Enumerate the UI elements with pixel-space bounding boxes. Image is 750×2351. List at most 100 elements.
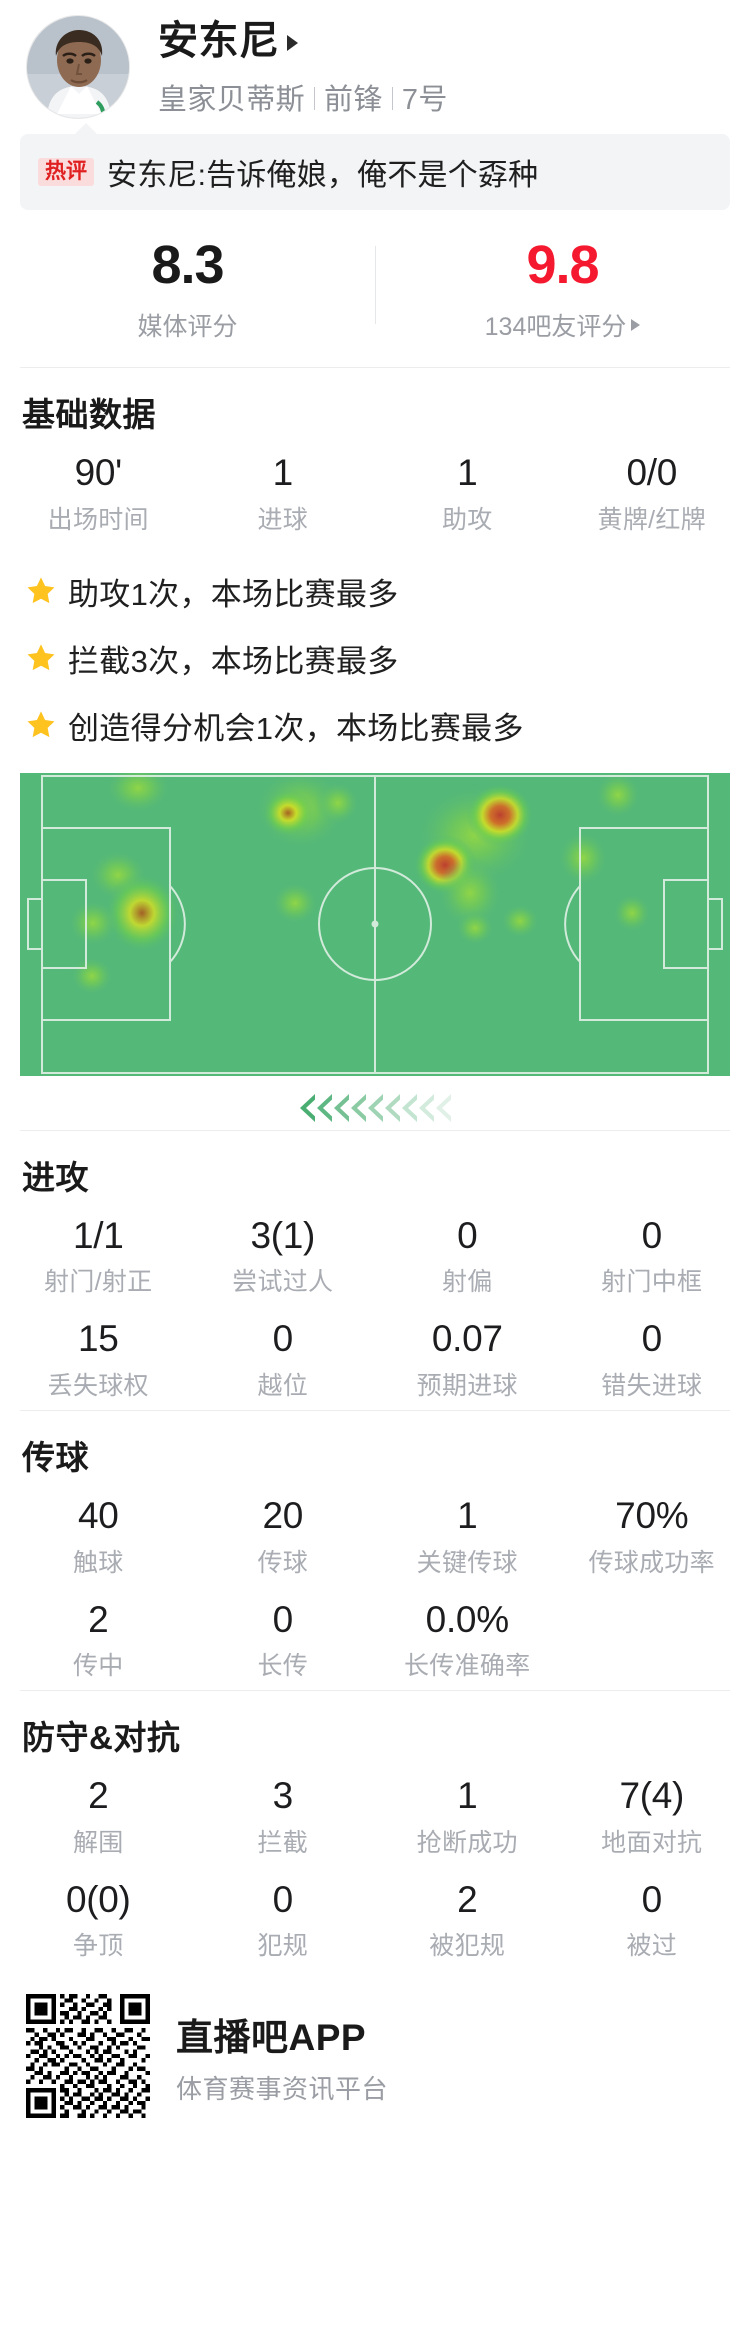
stat-value: 1 (457, 1495, 478, 1537)
stat-cell-empty (560, 1593, 745, 1687)
highlight-text: 创造得分机会1次，本场比赛最多 (68, 710, 524, 746)
fan-rating-value: 9.8 (526, 235, 599, 295)
pitch-lines (27, 774, 723, 1074)
stat-label: 解围 (72, 1828, 124, 1857)
app-name: 直播吧APP (176, 2016, 367, 2058)
player-header: 安东尼 皇家贝蒂斯 前锋 7号 (0, 0, 750, 124)
stat-label: 助攻 (441, 505, 493, 534)
chevron-left-icon (367, 1093, 389, 1122)
hot-comment-section: 热评 安东尼:告诉俺娘，俺不是个孬种 (0, 123, 750, 210)
stat-label: 传球成功率 (588, 1548, 715, 1577)
stat-value: 0.0% (425, 1598, 509, 1640)
media-rating: 8.3 媒体评分 (0, 235, 375, 343)
star-icon (27, 644, 55, 671)
highlight-item: 拦截3次，本场比赛最多 (24, 625, 726, 692)
stat-cell: 0(0) 争顶 (6, 1873, 191, 1967)
stat-label: 错失进球 (601, 1372, 703, 1401)
stat-cell: 7(4) 地面对抗 (560, 1769, 745, 1863)
stat-value: 20 (262, 1495, 304, 1537)
stat-value: 2 (457, 1878, 478, 1920)
stat-value: 1 (457, 1775, 478, 1817)
section-title-attack: 进攻 (22, 1158, 89, 1196)
chevron-left-icon (401, 1093, 423, 1122)
divider (20, 367, 730, 369)
stat-label: 长传准确率 (403, 1652, 531, 1681)
fan-rating[interactable]: 9.8 134吧友评分 (375, 235, 750, 343)
stat-cell: 0.07 预期进球 (375, 1312, 560, 1406)
stat-value: 70% (615, 1495, 689, 1537)
meta-divider (314, 86, 316, 110)
player-avatar-image (27, 16, 129, 118)
star-icon (27, 711, 55, 738)
stat-label: 进球 (257, 505, 309, 534)
hot-comment-bubble[interactable]: 热评 安东尼:告诉俺娘，俺不是个孬种 (20, 123, 730, 210)
stat-label: 射门中框 (601, 1268, 703, 1297)
stat-cell: 2 解围 (6, 1769, 191, 1863)
stat-value: 0 (457, 1214, 478, 1256)
ratings-divider (375, 246, 376, 324)
stat-label: 射偏 (441, 1268, 493, 1297)
chevron-left-icon (299, 1093, 321, 1122)
stat-value: 0 (641, 1214, 663, 1256)
stat-cell: 0 长传 (191, 1593, 376, 1687)
player-position: 前锋 (324, 84, 383, 116)
stat-value: 2 (88, 1598, 109, 1640)
stat-cell: 1 助攻 (375, 446, 560, 540)
stat-cell: 1 进球 (191, 446, 376, 540)
highlight-item: 助攻1次，本场比赛最多 (24, 558, 726, 625)
stat-label: 出场时间 (47, 505, 149, 534)
stat-label: 犯规 (257, 1932, 309, 1961)
player-team: 皇家贝蒂斯 (158, 84, 306, 116)
chevron-left-icon (384, 1093, 406, 1122)
stat-label: 被过 (626, 1932, 678, 1961)
fan-rating-label: 134吧友评分 (484, 313, 627, 342)
player-name: 安东尼 (158, 19, 280, 63)
meta-divider (391, 86, 393, 110)
stat-cell: 0 射门中框 (560, 1209, 745, 1303)
stat-cell: 1 关键传球 (375, 1489, 560, 1583)
player-meta: 皇家贝蒂斯 前锋 7号 (158, 76, 448, 118)
stat-value: 0(0) (65, 1878, 131, 1920)
stat-value: 0 (641, 1318, 663, 1360)
defense-stats-row-2: 0(0) 争顶 0 犯规 2 被犯规 0 被过 (0, 1867, 750, 1971)
stat-cell: 0.0% 长传准确率 (375, 1593, 560, 1687)
attack-stats-row-1: 1/1 射门/射正 3(1) 尝试过人 0 射偏 0 射门中框 (0, 1203, 750, 1307)
heatmap-overlay (67, 772, 652, 996)
stat-cell: 0 射偏 (375, 1209, 560, 1303)
stat-label: 长传 (257, 1652, 309, 1681)
stat-cell: 0 被过 (560, 1873, 745, 1967)
avatar[interactable] (26, 15, 130, 119)
stat-label: 丢失球权 (47, 1372, 149, 1401)
stat-cell: 40 触球 (6, 1489, 191, 1583)
stat-value: 3 (272, 1775, 294, 1817)
media-rating-label: 媒体评分 (137, 313, 238, 342)
stat-label: 拦截 (257, 1828, 309, 1857)
stat-cell: 0 错失进球 (560, 1312, 745, 1406)
section-title-basic: 基础数据 (22, 396, 156, 434)
stat-cell: 2 被犯规 (375, 1873, 560, 1967)
stat-value: 15 (77, 1318, 119, 1360)
stat-label: 触球 (72, 1548, 124, 1577)
heatmap-pitch[interactable] (20, 772, 730, 1076)
divider (20, 1410, 730, 1412)
qr-code-icon[interactable] (26, 1994, 150, 2119)
attack-stats-row-2: 15 丢失球权 0 越位 0.07 预期进球 0 错失进球 (0, 1306, 750, 1410)
stat-value: 3(1) (250, 1214, 316, 1256)
stat-cell: 3(1) 尝试过人 (191, 1209, 376, 1303)
stat-cell: 70% 传球成功率 (560, 1489, 745, 1583)
media-rating-value: 8.3 (151, 235, 224, 295)
stat-value: 1 (457, 452, 478, 494)
player-number: 7号 (401, 84, 448, 116)
stat-value: 2 (88, 1775, 109, 1817)
stat-label: 尝试过人 (232, 1268, 334, 1297)
stat-label: 被犯规 (429, 1932, 506, 1961)
player-name-row[interactable]: 安东尼 (158, 16, 448, 66)
stat-value: 0/0 (626, 452, 678, 494)
player-identity: 安东尼 皇家贝蒂斯 前锋 7号 (158, 16, 448, 118)
chevron-left-icon (435, 1093, 457, 1122)
stat-cell: 15 丢失球权 (6, 1312, 191, 1406)
media-rating-label-row: 媒体评分 (0, 307, 375, 343)
chevron-left-icon (333, 1093, 355, 1122)
defense-stats-row-1: 2 解围 3 拦截 1 抢断成功 7(4) 地面对抗 (0, 1763, 750, 1867)
star-icon (27, 577, 55, 604)
